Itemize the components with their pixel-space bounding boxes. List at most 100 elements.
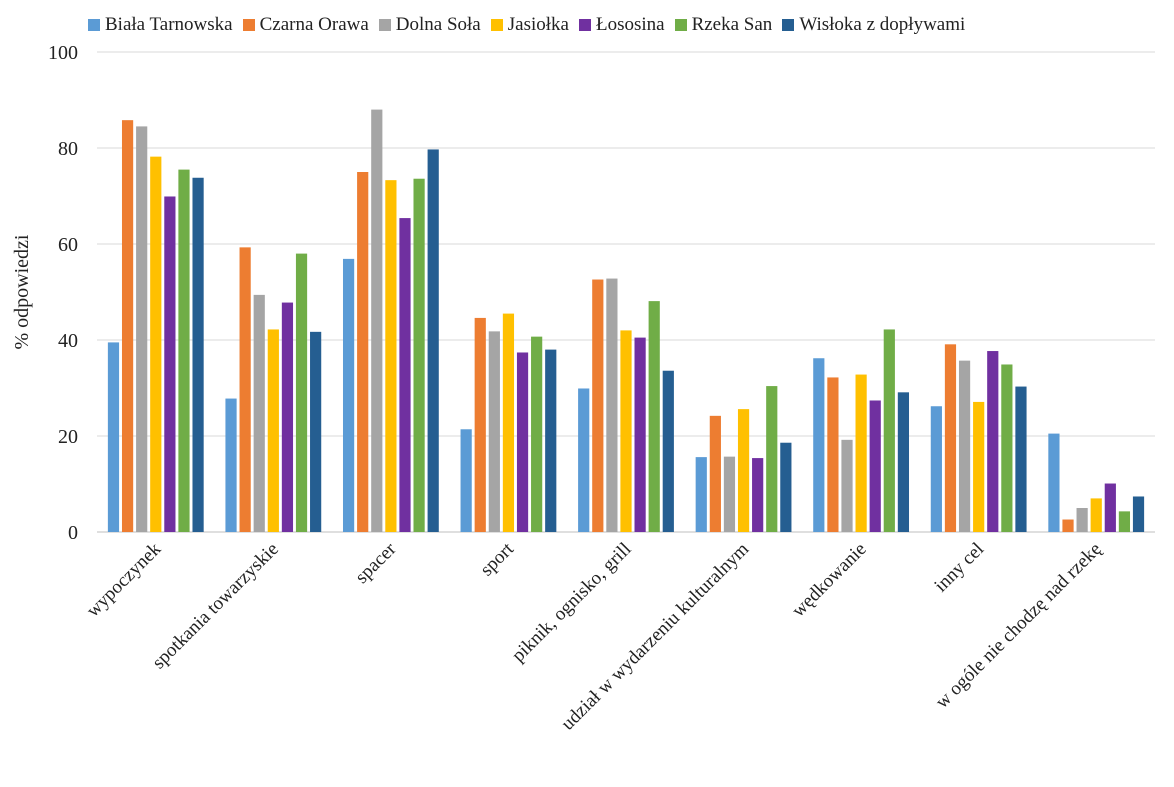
legend-label: Czarna Orawa bbox=[259, 14, 369, 35]
bar bbox=[371, 109, 383, 532]
bar bbox=[502, 313, 515, 532]
bar bbox=[723, 456, 736, 532]
bar bbox=[267, 329, 279, 532]
legend-item: Czarna Orawa bbox=[242, 14, 369, 36]
legend: Biała Tarnowska Czarna Orawa Dolna Soła Jas… bbox=[88, 14, 975, 36]
bar bbox=[869, 400, 881, 532]
bar bbox=[752, 458, 764, 532]
legend-item: Jasiołka bbox=[490, 14, 569, 36]
legend-label: Biała Tarnowska bbox=[105, 14, 233, 35]
bar bbox=[648, 301, 660, 532]
bar bbox=[897, 392, 910, 532]
bar bbox=[342, 258, 355, 532]
bar bbox=[474, 317, 486, 532]
legend-item: Dolna Soła bbox=[378, 14, 481, 36]
legend-item: Rzeka San bbox=[674, 14, 773, 36]
bar bbox=[545, 349, 557, 532]
bar bbox=[225, 398, 237, 532]
bar bbox=[357, 172, 369, 532]
bar bbox=[737, 409, 750, 532]
legend-swatch bbox=[674, 19, 687, 31]
legend-label: Łososina bbox=[595, 14, 665, 35]
bar bbox=[427, 149, 439, 532]
category-label: udział w wydarzeniu kulturalnym bbox=[557, 539, 753, 735]
bar bbox=[709, 415, 721, 532]
bar bbox=[281, 302, 294, 532]
y-tick-label: 40 bbox=[58, 330, 78, 352]
bar bbox=[930, 406, 942, 532]
legend-label: Wisłoka z dopływami bbox=[799, 14, 966, 35]
legend-item: Wisłoka z dopływami bbox=[782, 14, 965, 36]
bar bbox=[987, 351, 999, 532]
bar bbox=[295, 253, 308, 532]
bar bbox=[150, 156, 162, 532]
legend-item: Łososina bbox=[578, 14, 665, 36]
bar bbox=[178, 169, 190, 532]
legend-item: Biała Tarnowska bbox=[88, 14, 233, 36]
y-axis-label: % odpowiedzi bbox=[11, 234, 33, 349]
bar bbox=[192, 177, 204, 532]
legend-swatch bbox=[782, 19, 795, 31]
y-tick-label: 80 bbox=[58, 138, 78, 160]
bar bbox=[958, 360, 971, 532]
category-label: spotkania towarzyskie bbox=[148, 539, 283, 674]
bar bbox=[606, 278, 618, 532]
bar bbox=[1048, 433, 1060, 532]
category-label: sport bbox=[476, 538, 518, 580]
bar bbox=[695, 457, 707, 532]
bar bbox=[310, 331, 322, 532]
bar bbox=[413, 178, 425, 532]
bar bbox=[385, 180, 397, 532]
bar bbox=[460, 429, 472, 532]
legend-label: Jasiołka bbox=[507, 14, 569, 35]
bar bbox=[399, 218, 411, 532]
bar bbox=[662, 370, 674, 532]
bar bbox=[1090, 498, 1102, 532]
bar bbox=[1076, 508, 1088, 532]
bar bbox=[253, 294, 265, 532]
bar bbox=[107, 342, 120, 532]
legend-label: Dolna Soła bbox=[395, 14, 481, 35]
bar bbox=[164, 196, 176, 533]
bar bbox=[813, 358, 825, 532]
legend-label: Rzeka San bbox=[691, 14, 773, 35]
bar bbox=[620, 330, 632, 532]
category-label: wędkowanie bbox=[788, 539, 871, 622]
bar bbox=[592, 279, 604, 532]
bar bbox=[1118, 511, 1131, 532]
legend-swatch bbox=[242, 19, 255, 31]
bar bbox=[1132, 496, 1145, 532]
bar bbox=[531, 336, 543, 532]
bar bbox=[841, 439, 853, 532]
bar bbox=[766, 386, 778, 532]
category-label: inny cel bbox=[930, 539, 988, 597]
y-tick-label: 100 bbox=[48, 42, 78, 64]
bar bbox=[136, 126, 148, 533]
bar bbox=[1104, 483, 1116, 532]
bar bbox=[1015, 386, 1027, 532]
bar bbox=[780, 442, 792, 532]
legend-swatch bbox=[490, 19, 503, 31]
bar bbox=[634, 337, 646, 532]
category-label: spacer bbox=[351, 538, 401, 588]
y-tick-label: 0 bbox=[68, 522, 78, 544]
y-tick-label: 60 bbox=[58, 234, 78, 256]
bar bbox=[855, 374, 867, 532]
legend-swatch bbox=[578, 19, 591, 31]
legend-swatch bbox=[378, 19, 391, 31]
category-label: piknik, ognisko, grill bbox=[508, 539, 636, 667]
y-tick-label: 20 bbox=[58, 426, 78, 448]
legend-swatch bbox=[88, 19, 100, 31]
bar bbox=[883, 329, 895, 532]
bar bbox=[488, 331, 500, 532]
bar bbox=[827, 377, 839, 532]
bar bbox=[973, 401, 985, 532]
bar bbox=[1062, 519, 1074, 532]
category-label: wypoczynek bbox=[83, 538, 166, 621]
bar bbox=[121, 120, 134, 532]
bar bbox=[239, 247, 251, 533]
bar bbox=[578, 388, 590, 532]
bar bbox=[944, 344, 957, 532]
bar bbox=[516, 352, 529, 532]
